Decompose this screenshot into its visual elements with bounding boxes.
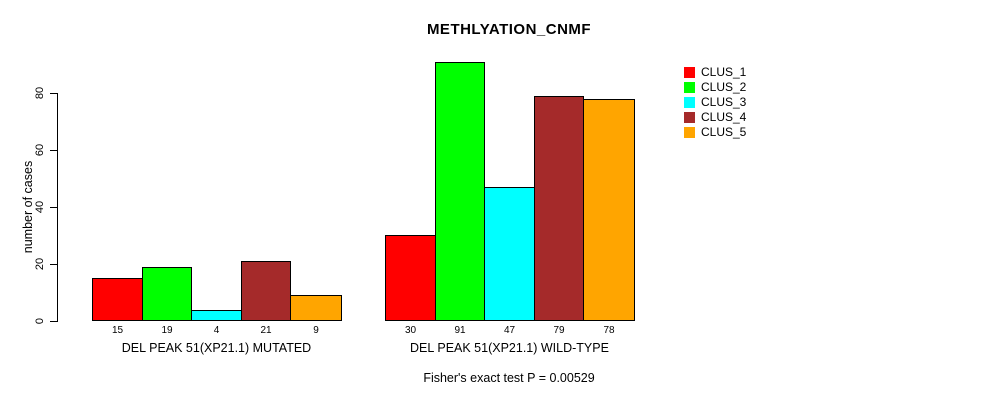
legend-label: CLUS_1 [701, 65, 747, 79]
chart-title: METHLYATION_CNMF [426, 21, 592, 38]
bar-value-label: 78 [603, 325, 615, 336]
bar-value-label: 21 [260, 325, 272, 336]
legend-item-clus_5: CLUS_5 [684, 125, 747, 139]
bar-value-label: 79 [553, 325, 565, 336]
y-tick-label: 0 [34, 317, 46, 325]
legend-item-clus_3: CLUS_3 [684, 95, 747, 109]
fisher-test-annotation: Fisher's exact test P = 0.00529 [423, 371, 595, 385]
bar-clus_1-mutated [92, 278, 143, 321]
bar-clus_2-wild-type [435, 62, 485, 321]
legend-label: CLUS_2 [701, 80, 747, 94]
y-tick-mark [50, 93, 57, 94]
y-tick-mark [50, 321, 57, 322]
bar-clus_3-mutated [191, 310, 242, 321]
y-tick-label: 80 [34, 86, 46, 100]
bar-clus_5-wild-type [583, 99, 635, 321]
y-tick-label: 60 [34, 143, 46, 157]
bar-clus_3-wild-type [484, 187, 535, 321]
legend-swatch-clus_3 [684, 97, 695, 108]
y-tick-mark [50, 150, 57, 151]
legend-item-clus_2: CLUS_2 [684, 80, 747, 94]
bar-clus_2-mutated [142, 267, 192, 321]
legend-swatch-clus_2 [684, 82, 695, 93]
legend-item-clus_1: CLUS_1 [684, 65, 747, 79]
bar-clus_4-wild-type [534, 96, 584, 321]
y-tick-label: 40 [34, 200, 46, 214]
bar-value-label: 19 [161, 325, 173, 336]
legend-label: CLUS_3 [701, 95, 747, 109]
group-label-mutated: DEL PEAK 51(XP21.1) MUTATED [121, 341, 312, 355]
bar-value-label: 15 [111, 325, 124, 336]
y-tick-mark [50, 207, 57, 208]
group-label-wild-type: DEL PEAK 51(XP21.1) WILD-TYPE [410, 341, 609, 355]
legend-swatch-clus_1 [684, 67, 695, 78]
legend-label: CLUS_5 [701, 125, 747, 139]
legend-swatch-clus_5 [684, 127, 695, 138]
bar-value-label: 4 [213, 325, 220, 336]
bar-value-label: 9 [313, 325, 319, 336]
legend-label: CLUS_4 [701, 110, 747, 124]
bar-clus_1-wild-type [385, 235, 436, 321]
y-tick-mark [50, 264, 57, 265]
bar-value-label: 30 [404, 325, 417, 336]
y-tick-label: 20 [34, 257, 46, 271]
legend-swatch-clus_4 [684, 112, 695, 123]
y-axis-label: number of cases [21, 160, 35, 254]
bar-value-label: 91 [454, 325, 466, 336]
bar-value-label: 47 [503, 325, 516, 336]
y-axis-line [57, 93, 58, 322]
bar-clus_5-mutated [290, 295, 342, 321]
bar-clus_4-mutated [241, 261, 291, 321]
legend: CLUS_1 CLUS_2 CLUS_3 CLUS_4 CLUS_5 [684, 65, 747, 142]
legend-item-clus_4: CLUS_4 [684, 110, 747, 124]
